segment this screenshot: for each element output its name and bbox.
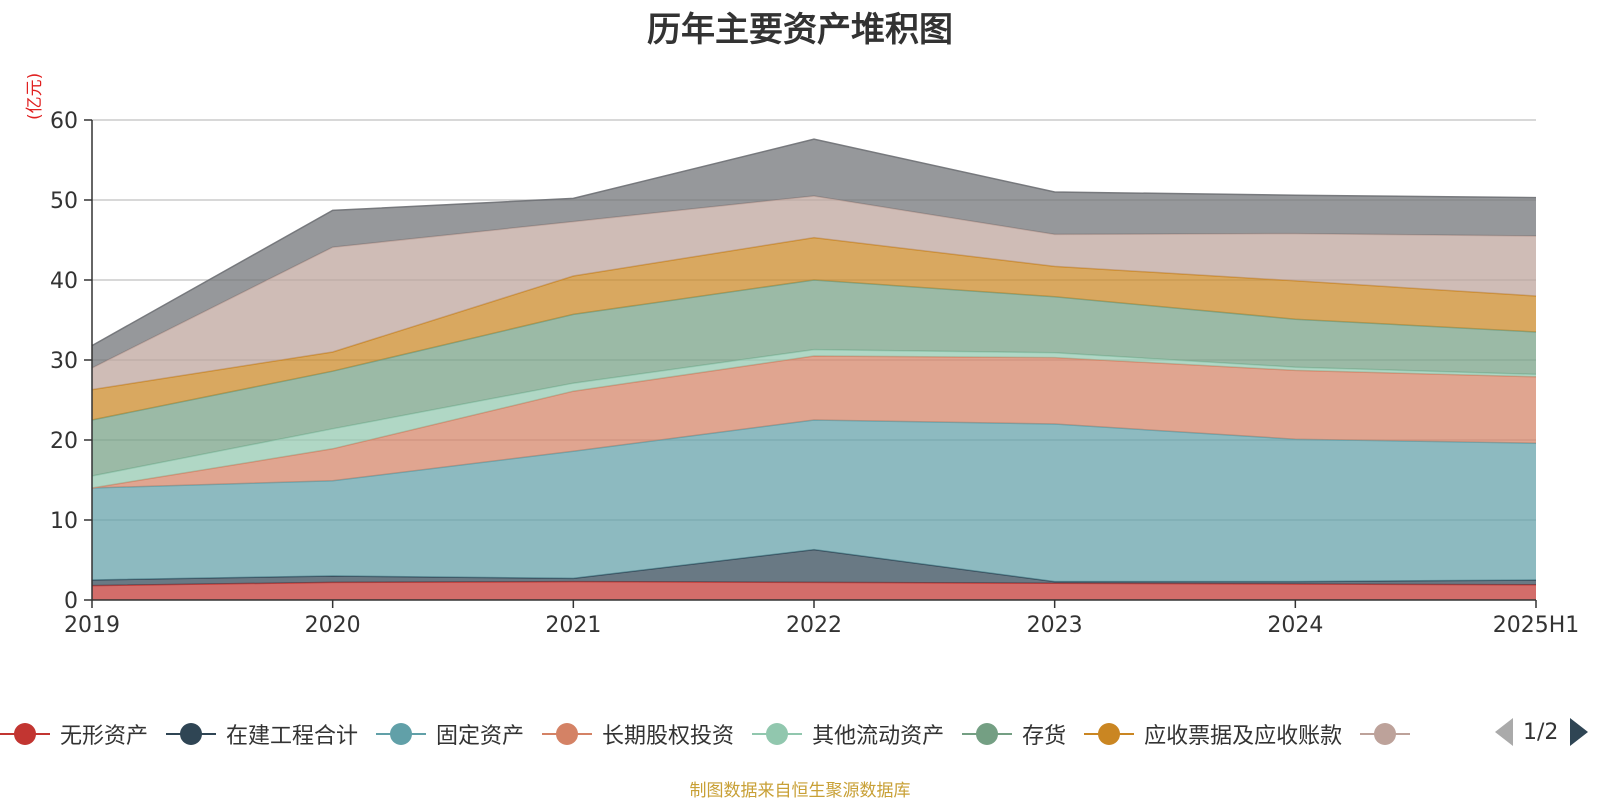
legend-item[interactable]: 在建工程合计 — [166, 718, 358, 750]
source-footer: 制图数据来自恒生聚源数据库 — [689, 781, 911, 801]
y-tick-label: 0 — [64, 589, 78, 614]
area-series-5 — [92, 280, 1536, 476]
legend-label: 存货 — [1022, 724, 1067, 749]
legend-marker-icon — [962, 722, 1013, 746]
legend: 无形资产 在建工程合计 固定资产 长期股权投资 其他流动资产 存货 应收票据及应收账款 — [0, 714, 1438, 754]
chart-title: 历年主要资产堆积图 — [647, 10, 953, 50]
legend-item[interactable]: 应收票据及应收账款 — [1084, 718, 1342, 750]
y-tick-label: 40 — [50, 269, 78, 294]
y-tick-label: 60 — [50, 109, 78, 134]
area-series-2 — [92, 420, 1536, 582]
y-tick-label: 30 — [50, 349, 78, 374]
legend-label: 其他流动资产 — [812, 724, 945, 749]
x-tick-label: 2019 — [64, 613, 120, 638]
area-series — [91, 138, 1537, 600]
x-tick-label: 2020 — [305, 613, 361, 638]
area-series-7 — [92, 196, 1536, 390]
y-tick-label: 10 — [50, 509, 78, 534]
x-tick-label: 2023 — [1027, 613, 1083, 638]
x-tick-label: 2021 — [545, 613, 601, 638]
legend-item[interactable]: 长期股权投资 — [542, 718, 734, 750]
legend-marker-icon — [1360, 722, 1411, 746]
legend-label: 长期股权投资 — [602, 724, 735, 749]
area-series-line-8 — [91, 138, 1537, 347]
legend-label: 应收票据及应收账款 — [1144, 724, 1343, 749]
x-tick-label: 2025H1 — [1493, 613, 1580, 638]
legend-label: 无形资产 — [60, 724, 149, 749]
legend-marker-icon — [542, 722, 593, 746]
legend-item[interactable] — [1360, 722, 1420, 746]
pager-next-icon[interactable] — [1570, 718, 1589, 746]
x-tick-label: 2024 — [1267, 613, 1323, 638]
pager-prev-icon[interactable] — [1495, 718, 1513, 746]
axes: 0 10 20 30 40 50 60 2019 2020 2021 2022 2023 2024 202… — [50, 109, 1579, 638]
legend-label: 固定资产 — [436, 724, 525, 749]
area-series-3 — [92, 356, 1536, 488]
legend-marker-icon — [166, 722, 217, 746]
legend-marker-icon — [1084, 722, 1135, 746]
area-series-0 — [92, 581, 1536, 600]
area-series-1 — [92, 549, 1536, 586]
legend-item[interactable]: 存货 — [962, 718, 1066, 750]
legend-item[interactable]: 固定资产 — [376, 718, 524, 750]
legend-pager: 1/2 — [1495, 718, 1589, 746]
legend-marker-icon — [752, 722, 803, 746]
area-series-8 — [92, 139, 1536, 368]
y-tick-label: 20 — [50, 429, 78, 454]
pager-page-text: 1/2 — [1523, 719, 1559, 745]
legend-item[interactable]: 无形资产 — [0, 718, 148, 750]
area-series-6 — [92, 237, 1536, 420]
legend-marker-icon — [0, 722, 50, 746]
x-tick-label: 2022 — [786, 613, 842, 638]
legend-label: 在建工程合计 — [226, 724, 359, 749]
y-tick-label: 50 — [50, 189, 78, 214]
legend-item[interactable]: 其他流动资产 — [752, 718, 944, 750]
legend-marker-icon — [376, 722, 427, 746]
